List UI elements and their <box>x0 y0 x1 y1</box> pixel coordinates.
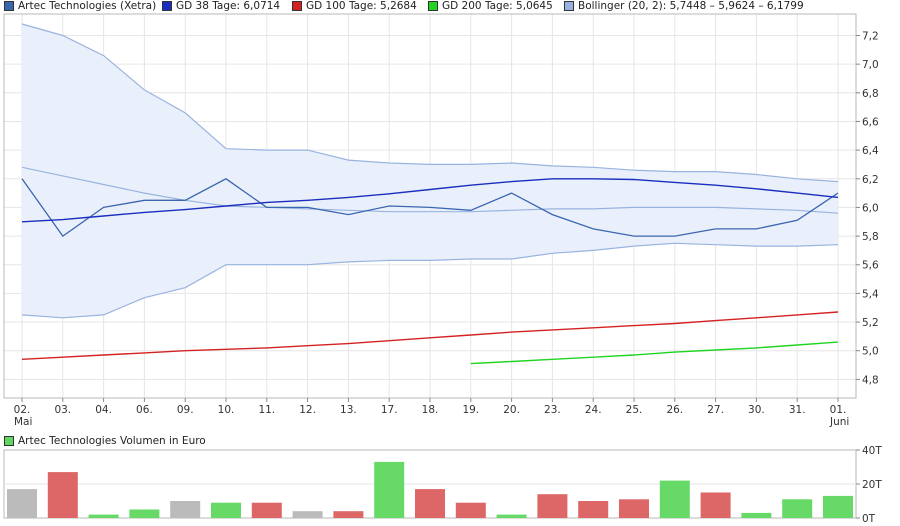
legend-item-gd100: GD 100 Tage: 5,2684 <box>292 0 417 12</box>
volume-legend-label: Artec Technologies Volumen in Euro <box>18 435 206 447</box>
y-tick-label: 7,2 <box>862 30 879 42</box>
volume-bar <box>129 509 160 518</box>
volume-bar <box>374 461 405 518</box>
x-tick-label: 26. <box>666 404 683 416</box>
volume-bar <box>251 502 282 518</box>
volume-bar <box>578 501 609 518</box>
volume-bar <box>415 489 445 518</box>
volume-bar <box>782 499 813 518</box>
x-month-label: Mai <box>14 416 32 428</box>
volume-legend-swatch <box>4 436 14 446</box>
legend-swatch-gd200 <box>428 1 438 11</box>
volume-bar <box>170 501 201 518</box>
x-tick-label: 30. <box>748 404 765 416</box>
x-tick-label: 24. <box>585 404 602 416</box>
volume-bar <box>455 502 486 518</box>
x-tick-label: 23. <box>544 404 561 416</box>
volume-bar <box>700 492 731 518</box>
volume-bar <box>823 495 853 518</box>
x-tick-label: 12. <box>299 404 316 416</box>
gd38-line <box>21 178 839 223</box>
legend-item-bollinger: Bollinger (20, 2): 5,7448 – 5,9624 – 6,1… <box>564 0 804 12</box>
y-tick-label: 4,8 <box>862 374 879 386</box>
legend-label-gd38: GD 38 Tage: 6,0714 <box>176 0 281 12</box>
x-tick-label: 10. <box>218 404 235 416</box>
volume-y-tick-label: 0T <box>862 513 876 525</box>
x-tick-label: 03. <box>54 404 71 416</box>
y-tick-label: 6,6 <box>862 116 879 128</box>
price-line <box>21 178 839 238</box>
y-tick-label: 6,2 <box>862 174 879 186</box>
x-tick-label: 31. <box>789 404 806 416</box>
x-tick-label: 17. <box>381 404 398 416</box>
price-chart: 4,8 5,0 5,2 5,4 5,6 5,8 6,0 6,2 6,4 6,6 6,8 7,0 7,2 0… <box>3 13 879 428</box>
x-tick-label: 27. <box>707 404 724 416</box>
x-tick-label: 18. <box>422 404 439 416</box>
volume-bar <box>7 489 37 518</box>
volume-bar <box>292 511 323 518</box>
volume-bar <box>211 502 241 518</box>
volume-bar <box>537 494 568 518</box>
x-tick-label: 09. <box>177 404 194 416</box>
volume-chart: 0T 20T 40T <box>3 446 882 525</box>
x-tick-label: 04. <box>95 404 112 416</box>
x-tick-label: 01. <box>830 404 847 416</box>
y-tick-label: 6,4 <box>862 145 879 157</box>
volume-y-tick-label: 20T <box>862 479 882 491</box>
legend-label-bollinger: Bollinger (20, 2): 5,7448 – 5,9624 – 6,1… <box>578 0 804 12</box>
x-month-label: Juni <box>829 416 849 428</box>
legend-swatch-gd38 <box>162 1 172 11</box>
gd200-line <box>470 341 839 365</box>
volume-bar <box>741 512 772 518</box>
y-tick-label: 7,0 <box>862 59 879 71</box>
bollinger-middle-line <box>21 166 839 214</box>
legend-swatch-bollinger <box>564 1 574 11</box>
volume-bar <box>88 514 119 518</box>
x-tick-label: 13. <box>340 404 357 416</box>
x-tick-label: 19. <box>462 404 479 416</box>
legend-label-price: Artec Technologies (Xetra) <box>18 0 157 12</box>
legend-swatch-gd100 <box>292 1 302 11</box>
volume-bar <box>496 514 527 518</box>
y-tick-label: 5,4 <box>862 288 879 300</box>
volume-bar <box>333 511 364 518</box>
legend-item-gd38: GD 38 Tage: 6,0714 <box>162 0 280 12</box>
legend-swatch-price <box>4 1 14 11</box>
y-tick-label: 5,2 <box>862 317 879 329</box>
bollinger-lower-line <box>21 242 839 319</box>
x-tick-label: 25. <box>626 404 643 416</box>
legend-item-gd200: GD 200 Tage: 5,0645 <box>428 0 553 12</box>
legend-item-price: Artec Technologies (Xetra) <box>4 0 156 12</box>
volume-bar <box>619 499 649 518</box>
volume-y-tick-label: 40T <box>862 446 882 457</box>
bollinger-upper-line <box>21 23 839 183</box>
y-tick-label: 6,0 <box>862 202 879 214</box>
bollinger-band-fill <box>22 24 838 318</box>
y-tick-label: 6,8 <box>862 88 879 100</box>
x-tick-label: 20. <box>503 404 520 416</box>
gd100-line <box>21 311 839 360</box>
volume-bar <box>47 472 78 518</box>
x-tick-label: 11. <box>258 404 275 416</box>
y-tick-label: 5,8 <box>862 231 879 243</box>
legend-label-gd200: GD 200 Tage: 5,0645 <box>442 0 553 12</box>
legend-label-gd100: GD 100 Tage: 5,2684 <box>306 0 417 12</box>
x-tick-label: 02. <box>14 404 31 416</box>
x-tick-label: 06. <box>136 404 153 416</box>
volume-bar <box>659 480 690 518</box>
y-tick-label: 5,6 <box>862 260 879 272</box>
volume-legend: Artec Technologies Volumen in Euro <box>4 435 206 447</box>
y-tick-label: 5,0 <box>862 346 879 358</box>
